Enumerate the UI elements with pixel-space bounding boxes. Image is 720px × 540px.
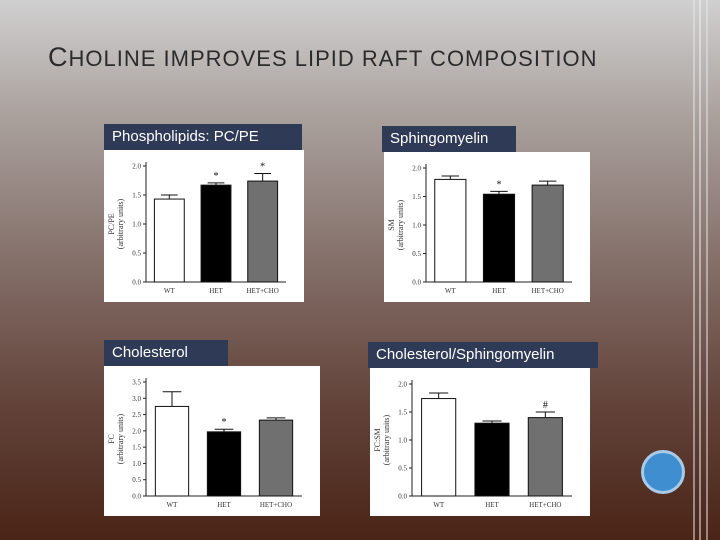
- chart-cholesterol-sphingomyelin-svg: FC:SM (arbitrary units) 0.0 0.5 1.0 1.5 2.0 WT H…: [373, 380, 572, 509]
- bar-het: [200, 184, 232, 283]
- chart-cholesterol: FC (arbitrary units) 0.0 0.5 1.0 1.5 2.0 2.5 3.0…: [104, 366, 320, 516]
- y-tick-label: 1.0: [398, 437, 407, 445]
- x-tick-label: HET+CHO: [529, 501, 561, 509]
- x-tick-label: HET+CHO: [531, 287, 563, 295]
- y-tick-label: 3.0: [132, 395, 141, 403]
- slide-title-rest: HOLINE IMPROVES LIPID RAFT COMPOSITION: [68, 46, 598, 71]
- y-tick-label: 0.0: [132, 279, 141, 287]
- x-tick-label: HET: [492, 287, 506, 295]
- x-tick-label: HET+CHO: [260, 501, 292, 509]
- y-tick-label: 0.0: [132, 493, 141, 501]
- bar-wt: [421, 398, 457, 497]
- decorative-circle: [641, 450, 685, 494]
- y-axis-label: (arbitrary units): [396, 199, 405, 250]
- y-axis-label: (arbitrary units): [382, 414, 391, 465]
- y-tick-label: 0.5: [132, 250, 141, 258]
- bar-het-cho: [258, 419, 294, 497]
- y-axis-label: (arbitrary units): [116, 198, 125, 249]
- bar-wt: [434, 178, 467, 283]
- y-tick-label: 2.0: [398, 381, 407, 389]
- y-axis-label: SM: [387, 219, 396, 231]
- chart-sphingomyelin: SM (arbitrary units) 0.0 0.5 1.0 1.5 2.0 WT * HET…: [384, 152, 590, 302]
- y-tick-label: 0.5: [132, 476, 141, 484]
- y-tick-label: 1.5: [398, 409, 407, 417]
- significance-marker: *: [497, 179, 502, 190]
- bar-het-cho: [531, 184, 564, 283]
- y-axis-label: FC: [107, 434, 116, 444]
- chart-sphingomyelin-svg: SM (arbitrary units) 0.0 0.5 1.0 1.5 2.0 WT * HET…: [387, 164, 572, 295]
- y-tick-label: 1.5: [132, 444, 141, 452]
- bar-het-cho: [527, 417, 563, 497]
- significance-marker: *: [214, 171, 219, 182]
- bar-het: [474, 422, 510, 497]
- y-tick-label: 0.5: [412, 250, 421, 258]
- decorative-vertical-lines: [693, 0, 708, 540]
- x-tick-label: HET: [209, 287, 223, 295]
- significance-marker: *: [260, 162, 265, 173]
- slide-title: CHOLINE IMPROVES LIPID RAFT COMPOSITION: [48, 42, 598, 73]
- significance-marker: #: [543, 400, 548, 411]
- y-tick-label: 2.0: [132, 427, 141, 435]
- y-tick-label: 3.5: [132, 379, 141, 387]
- y-tick-label: 0.0: [398, 493, 407, 501]
- x-tick-label: WT: [445, 287, 457, 295]
- chart-pc-pe: PC/PE (arbitrary units) 0.0 0.5 1.0 1.5 2.0 WT *…: [104, 150, 304, 302]
- bar-het: [206, 431, 242, 497]
- panel-label-cholesterol: Cholesterol: [104, 340, 228, 366]
- y-tick-label: 1.5: [412, 193, 421, 201]
- y-tick-label: 2.5: [132, 411, 141, 419]
- y-tick-label: 1.5: [132, 192, 141, 200]
- x-tick-label: WT: [167, 501, 179, 509]
- y-tick-label: 2.0: [412, 165, 421, 173]
- y-tick-label: 2.0: [132, 163, 141, 171]
- y-tick-label: 1.0: [412, 222, 421, 230]
- bar-wt: [154, 405, 190, 497]
- y-tick-label: 0.5: [398, 465, 407, 473]
- panel-label-sphingomyelin: Sphingomyelin: [382, 126, 516, 152]
- y-axis-label: FC:SM: [373, 428, 382, 452]
- x-tick-label: WT: [433, 501, 445, 509]
- bar-het-cho: [247, 180, 279, 283]
- y-tick-label: 1.0: [132, 221, 141, 229]
- panel-label-pc-pe: Phospholipids: PC/PE: [104, 124, 302, 150]
- x-tick-label: HET: [485, 501, 499, 509]
- x-tick-label: HET: [217, 501, 231, 509]
- bar-het: [482, 193, 516, 283]
- x-tick-label: HET+CHO: [246, 287, 278, 295]
- y-tick-label: 1.0: [132, 460, 141, 468]
- bar-wt: [153, 198, 185, 283]
- chart-cholesterol-sphingomyelin: FC:SM (arbitrary units) 0.0 0.5 1.0 1.5 2.0 WT H…: [370, 368, 590, 516]
- y-tick-label: 0.0: [412, 279, 421, 287]
- chart-cholesterol-svg: FC (arbitrary units) 0.0 0.5 1.0 1.5 2.0 2.5 3.0…: [107, 378, 302, 509]
- chart-pc-pe-svg: PC/PE (arbitrary units) 0.0 0.5 1.0 1.5 2.0 WT *…: [107, 162, 286, 295]
- x-tick-label: WT: [164, 287, 176, 295]
- slide-title-initial: C: [48, 42, 69, 72]
- panel-label-cholesterol-sphingomyelin: Cholesterol/Sphingomyelin: [368, 342, 598, 368]
- y-axis-label: (arbitrary units): [116, 413, 125, 464]
- significance-marker: *: [222, 417, 227, 428]
- y-axis-label: PC/PE: [107, 213, 116, 234]
